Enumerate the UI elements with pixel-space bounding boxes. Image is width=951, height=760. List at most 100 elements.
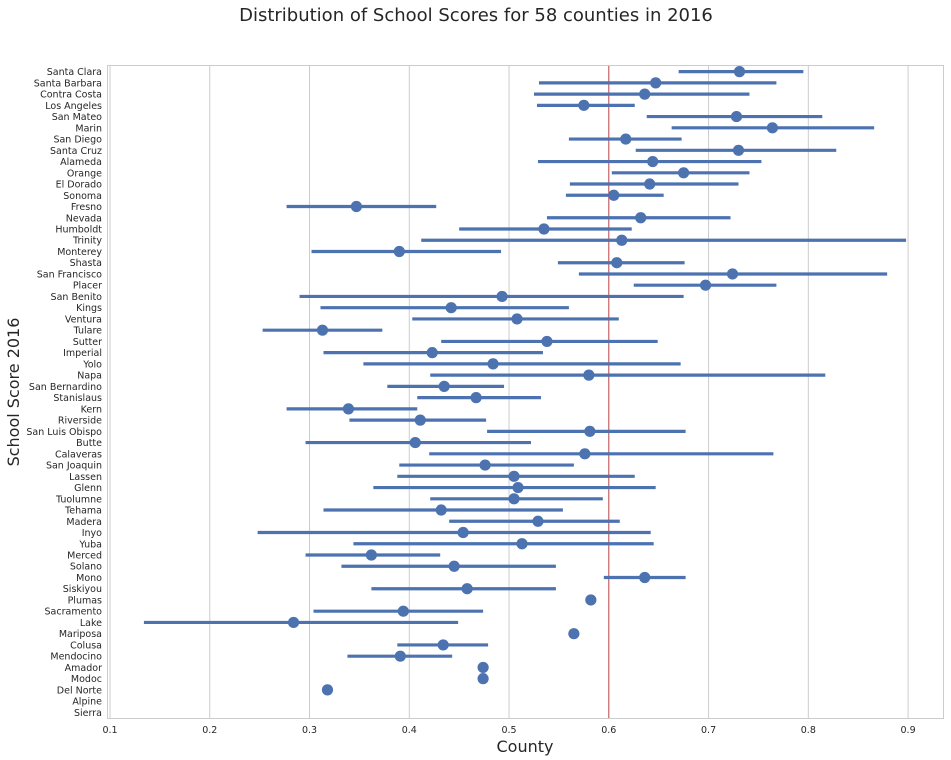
- y-category-label: Calaveras: [55, 449, 102, 460]
- y-category-label: Napa: [77, 371, 102, 382]
- y-category-label: Colusa: [70, 640, 102, 651]
- mean-point: [730, 110, 743, 123]
- x-axis-label: County: [497, 737, 554, 756]
- y-category-label: Trinity: [72, 236, 102, 247]
- y-category-label: Butte: [76, 438, 102, 449]
- y-category-label: Lassen: [69, 472, 102, 483]
- mean-point: [477, 673, 489, 685]
- mean-point: [578, 99, 590, 111]
- mean-point: [733, 66, 746, 78]
- y-category-label: Solano: [70, 562, 102, 573]
- mean-point: [585, 594, 597, 606]
- y-category-label: Kings: [76, 303, 102, 314]
- y-category-label: Sierra: [74, 708, 102, 719]
- y-category-label: San Luis Obispo: [26, 427, 102, 438]
- y-category-label: San Mateo: [52, 112, 102, 123]
- mean-point: [579, 448, 591, 460]
- x-tick-label: 0.4: [402, 725, 417, 736]
- y-category-label: Santa Cruz: [50, 146, 102, 157]
- mean-point: [409, 436, 421, 449]
- y-category-label: Mono: [76, 573, 102, 584]
- mean-point: [342, 403, 355, 415]
- y-category-label: Santa Barbara: [34, 78, 102, 89]
- mean-point: [393, 245, 405, 258]
- mean-point: [635, 212, 647, 224]
- mean-point: [508, 470, 520, 482]
- y-category-label: Los Angeles: [45, 101, 102, 112]
- y-category-label: Fresno: [71, 202, 102, 213]
- y-axis-label: School Score 2016: [4, 318, 23, 467]
- mean-point: [448, 560, 460, 572]
- mean-point: [470, 392, 482, 404]
- data-series: [143, 66, 907, 696]
- mean-point: [394, 650, 406, 662]
- mean-point: [438, 380, 450, 392]
- y-category-label: Humboldt: [55, 225, 102, 236]
- y-category-label: Alpine: [72, 697, 102, 708]
- y-category-label: Madera: [66, 517, 102, 528]
- mean-point: [321, 684, 334, 696]
- mean-point: [639, 88, 651, 100]
- y-category-label: Ventura: [65, 314, 102, 325]
- y-category-label: Sacramento: [45, 607, 103, 618]
- y-category-label: Siskiyou: [63, 584, 102, 595]
- y-category-label: Alameda: [60, 157, 102, 168]
- y-category-label: Sonoma: [63, 191, 102, 202]
- mean-point: [620, 133, 632, 145]
- mean-point: [516, 538, 528, 550]
- mean-point: [477, 661, 489, 674]
- mean-point: [541, 335, 553, 348]
- mean-point: [479, 459, 491, 471]
- mean-point: [647, 155, 659, 168]
- x-tick-labels: 0.1 0.2 0.3 0.4 0.5 0.6 0.7 0.8 0.9: [102, 725, 915, 736]
- y-category-label: San Bernardino: [29, 382, 102, 393]
- y-category-label: Yuba: [78, 539, 102, 550]
- mean-point: [316, 324, 329, 336]
- x-tick-label: 0.5: [501, 725, 516, 736]
- mean-point: [461, 583, 473, 595]
- y-category-label: San Francisco: [37, 269, 102, 280]
- y-category-label: Glenn: [74, 483, 102, 494]
- y-category-label: Lake: [80, 618, 102, 629]
- x-tick-label: 0.3: [302, 725, 317, 736]
- y-category-label: Tulare: [73, 326, 103, 337]
- x-tick-label: 0.9: [901, 725, 916, 736]
- mean-point: [678, 167, 690, 179]
- mean-point: [426, 347, 438, 359]
- y-category-label: Mendocino: [50, 652, 102, 663]
- y-category-label: Plumas: [68, 595, 102, 606]
- y-category-label: Nevada: [66, 213, 102, 224]
- y-category-label: El Dorado: [56, 180, 103, 191]
- y-category-label: San Benito: [51, 292, 103, 303]
- mean-point: [511, 313, 523, 325]
- y-category-label: Tuolumne: [55, 494, 102, 505]
- mean-point: [508, 493, 520, 505]
- mean-point: [457, 526, 469, 539]
- mean-point: [445, 302, 457, 314]
- y-category-label: Riverside: [58, 416, 102, 427]
- mean-point: [699, 279, 712, 291]
- y-category-label: Contra Costa: [40, 90, 102, 101]
- mean-point: [726, 268, 739, 280]
- y-category-label: Inyo: [82, 528, 102, 539]
- y-category-label: Tehama: [64, 506, 102, 517]
- mean-point: [437, 639, 449, 651]
- y-category-label: Placer: [73, 281, 102, 292]
- mean-point: [512, 481, 524, 494]
- x-tick-label: 0.7: [701, 725, 716, 736]
- y-category-label: Orange: [67, 168, 102, 179]
- mean-point: [608, 189, 620, 201]
- y-category-label: Sutter: [73, 337, 102, 348]
- plot-area: [107, 65, 944, 719]
- chart-title: Distribution of School Scores for 58 cou…: [239, 5, 713, 26]
- mean-point: [532, 515, 544, 527]
- y-category-label: Amador: [65, 663, 102, 674]
- mean-point: [487, 358, 499, 370]
- mean-point: [611, 257, 623, 269]
- mean-point: [766, 122, 779, 134]
- mean-point: [583, 369, 595, 381]
- mean-point: [435, 504, 447, 516]
- x-tick-label: 0.8: [801, 725, 816, 736]
